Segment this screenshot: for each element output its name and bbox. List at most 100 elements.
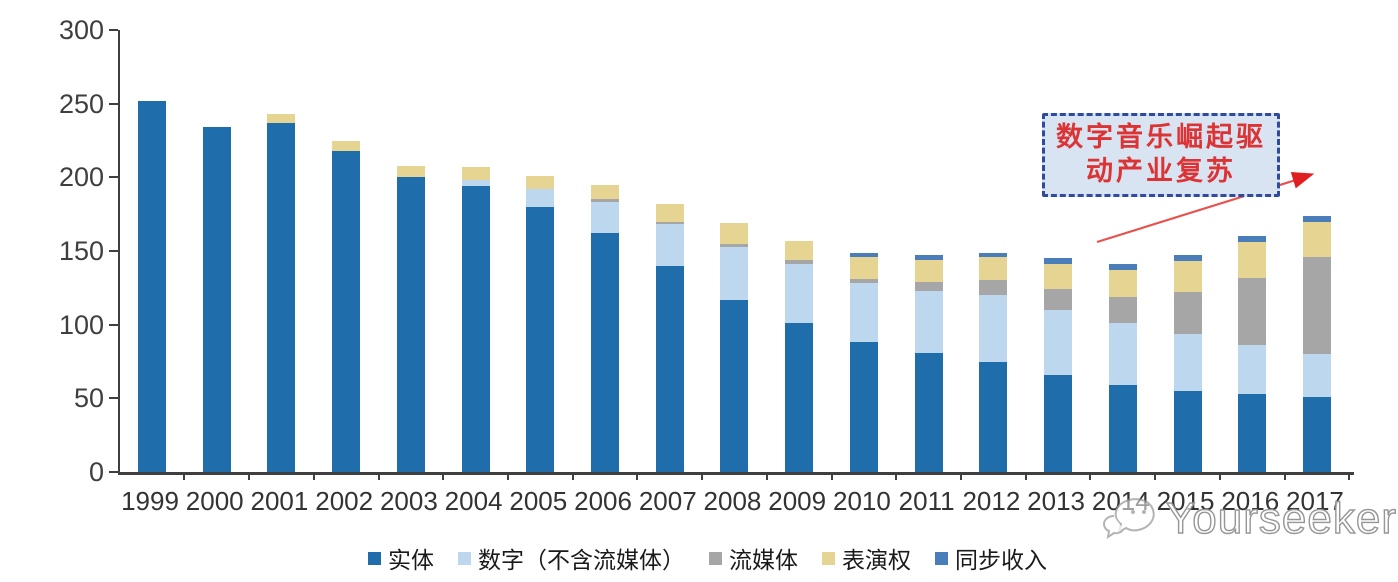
- bar-2014: [1108, 264, 1137, 472]
- bar-2007: [655, 203, 684, 472]
- bar-segment-performance-rights: [1173, 261, 1202, 293]
- bar-segment-digital-ex-streaming: [1108, 323, 1137, 386]
- bar-2010: [849, 252, 878, 472]
- bar-segment-digital-ex-streaming: [720, 246, 749, 300]
- bar-segment-sync-revenue: [1044, 258, 1073, 265]
- bar-segment-physical: [720, 299, 749, 472]
- bar-segment-performance-rights: [461, 167, 490, 181]
- bar-segment-performance-rights: [979, 256, 1008, 281]
- bar-segment-sync-revenue: [979, 252, 1008, 257]
- legend-item-sync-revenue: 同步收入: [935, 541, 1047, 575]
- bar-segment-streaming: [1238, 277, 1267, 346]
- bar-segment-streaming: [914, 281, 943, 291]
- bar-segment-physical: [1108, 385, 1137, 472]
- bar-segment-digital-ex-streaming: [591, 202, 620, 234]
- bar-segment-digital-ex-streaming: [526, 189, 555, 207]
- y-axis-tick-label: 100: [58, 309, 104, 340]
- legend-swatch-streaming: [709, 551, 722, 565]
- bar-2012: [979, 252, 1008, 472]
- bar-segment-physical: [267, 122, 296, 472]
- bar-segment-streaming: [1173, 292, 1202, 334]
- bar-segment-physical: [526, 206, 555, 472]
- bar-segment-digital-ex-streaming: [1173, 333, 1202, 391]
- bar-2000: [202, 127, 231, 472]
- watermark-text: Yourseeker: [1165, 493, 1397, 543]
- y-axis-tick-mark: [109, 29, 118, 31]
- bar-segment-performance-rights: [1238, 242, 1267, 278]
- legend: 实体 数字（不含流媒体） 流媒体 表演权 同步收入: [368, 541, 1047, 575]
- bar-2011: [914, 255, 943, 472]
- x-axis-tick-mark: [895, 473, 898, 480]
- x-axis-label-2010: 2010: [832, 486, 891, 516]
- x-axis-tick-mark: [1348, 473, 1351, 480]
- legend-swatch-digital-ex-streaming: [458, 551, 471, 565]
- bar-segment-streaming: [785, 259, 814, 265]
- bar-segment-sync-revenue: [1238, 236, 1267, 243]
- bar-segment-digital-ex-streaming: [1044, 309, 1073, 375]
- y-axis-tick-mark: [109, 250, 118, 252]
- legend-label: 同步收入: [955, 548, 1047, 574]
- x-axis-label-1999: 1999: [121, 486, 179, 516]
- bar-2002: [332, 140, 361, 472]
- y-axis-tick-label: 50: [73, 383, 104, 414]
- x-axis-label-2001: 2001: [250, 486, 309, 516]
- annotation-callout: 数字音乐崛起驱 动产业复苏: [1042, 113, 1280, 197]
- x-axis-label-2016: 2016: [1221, 486, 1280, 516]
- bar-segment-streaming: [655, 221, 684, 225]
- legend-item-streaming: 流媒体: [709, 541, 798, 575]
- bar-segment-sync-revenue: [1302, 215, 1331, 222]
- bar-segment-digital-ex-streaming: [785, 264, 814, 324]
- yourseeker-logo-icon: [1102, 498, 1155, 540]
- bar-segment-sync-revenue: [1108, 264, 1137, 271]
- bar-segment-physical: [591, 233, 620, 472]
- x-axis-tick-mark: [248, 473, 251, 480]
- x-axis-label-2012: 2012: [962, 486, 1021, 516]
- legend-swatch-performance-rights: [822, 551, 835, 565]
- x-axis-tick-mark: [636, 473, 639, 480]
- bar-segment-physical: [655, 265, 684, 472]
- x-axis-tick-mark: [960, 473, 962, 480]
- y-axis-tick-mark: [109, 176, 118, 179]
- y-axis-tick-label: 200: [58, 162, 104, 193]
- plot-area: [109, 29, 1354, 480]
- bar-segment-performance-rights: [526, 175, 555, 190]
- x-axis-tick-mark: [765, 473, 768, 480]
- bar-segment-streaming: [979, 280, 1008, 296]
- bar-segment-physical: [1044, 374, 1073, 472]
- y-axis-tick-label: 0: [88, 457, 104, 487]
- x-axis-tick-mark: [1154, 473, 1157, 480]
- legend-swatch-sync-revenue: [935, 551, 948, 565]
- bar-2004: [461, 167, 490, 472]
- bar-segment-streaming: [1108, 296, 1137, 324]
- bar-segment-performance-rights: [655, 203, 684, 222]
- bar-segment-physical: [138, 100, 166, 472]
- y-axis-tick-mark: [109, 397, 118, 400]
- x-axis-label-2005: 2005: [509, 486, 568, 516]
- y-axis-tick-label: 300: [58, 15, 104, 45]
- x-axis-tick-mark: [183, 473, 186, 480]
- bar-segment-digital-ex-streaming: [1302, 354, 1331, 397]
- bar-2009: [785, 240, 814, 472]
- x-axis-label-2009: 2009: [768, 486, 827, 516]
- legend-item-physical: 实体: [368, 541, 434, 575]
- bar-segment-performance-rights: [914, 259, 943, 282]
- bar-1999: [138, 100, 166, 472]
- y-axis-tick-label: 150: [58, 236, 104, 266]
- x-axis-tick-mark: [506, 473, 509, 480]
- legend-label: 数字（不含流媒体）: [478, 548, 685, 574]
- bar-segment-streaming: [849, 279, 878, 284]
- x-axis-tick-mark: [1024, 473, 1027, 480]
- legend-label: 流媒体: [729, 548, 798, 574]
- bar-2001: [267, 114, 296, 472]
- bar-segment-digital-ex-streaming: [979, 295, 1008, 362]
- bar-segment-performance-rights: [1044, 264, 1073, 290]
- annotation-text-line2: 动产业复苏: [1086, 156, 1236, 187]
- legend-label: 实体: [388, 548, 434, 574]
- bar-2016: [1238, 236, 1267, 472]
- bar-segment-streaming: [591, 199, 620, 203]
- x-axis-label-2003: 2003: [379, 486, 438, 516]
- bar-2008: [720, 223, 749, 472]
- bar-segment-performance-rights: [785, 240, 814, 260]
- y-axis-tick-mark: [109, 323, 118, 326]
- bar-segment-physical: [332, 150, 361, 472]
